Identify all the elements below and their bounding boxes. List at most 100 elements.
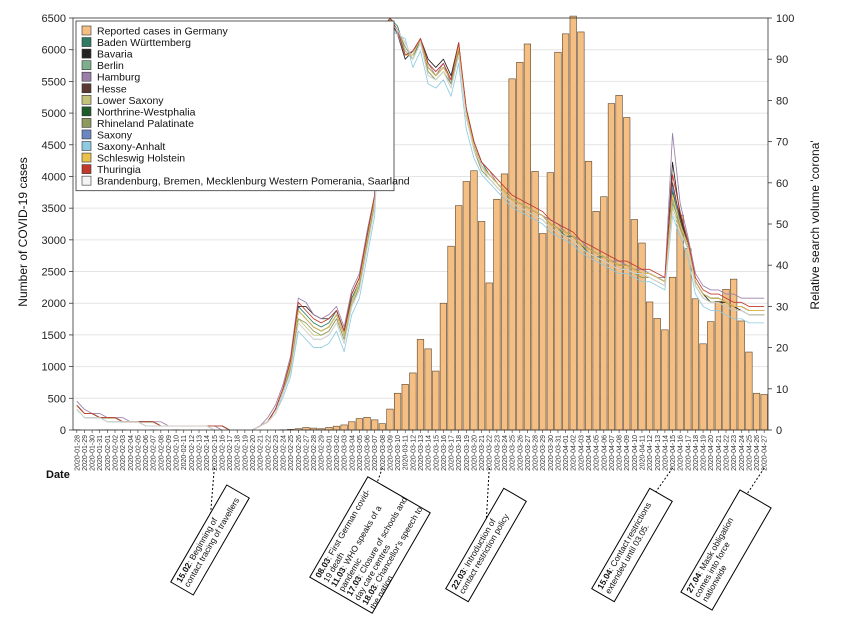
case-bar	[737, 320, 745, 431]
x-tick-label: 2020-04-17	[685, 435, 692, 471]
x-tick-label: 2020-01-29	[82, 435, 89, 471]
legend-swatch	[81, 95, 92, 105]
case-bar	[394, 392, 402, 431]
case-bar	[592, 211, 600, 431]
x-tick-label: 2020-04-24	[739, 435, 746, 471]
x-tick-label: 2020-02-14	[204, 435, 211, 471]
legend-entry: Bavaria	[97, 49, 133, 61]
x-tick-label: 2020-03-03	[342, 435, 349, 471]
case-bar	[745, 351, 753, 431]
x-tick-label: 2020-04-21	[716, 435, 723, 471]
x-tick-label: 2020-01-28	[74, 435, 81, 471]
x-tick-label: 2020-02-19	[242, 435, 249, 471]
x-tick-label: 2020-04-08	[617, 435, 624, 471]
case-bar	[508, 78, 516, 431]
x-tick-label: 2020-02-04	[128, 435, 135, 471]
x-tick-label: 2020-04-27	[762, 435, 769, 471]
legend-swatch	[81, 60, 92, 70]
y-tick-label: 0	[60, 425, 66, 437]
y2-tick-label: 50	[776, 219, 788, 231]
x-tick-label: 2020-04-11	[639, 435, 646, 470]
x-tick-label: 2020-02-25	[288, 435, 295, 471]
x-tick-label: 2020-03-31	[555, 435, 562, 471]
x-tick-label: 2020-04-26	[754, 435, 761, 471]
legend-entry: Northrine-Westphalia	[97, 106, 196, 118]
x-tick-label: 2020-03-24	[502, 435, 509, 471]
x-tick-label: 2020-03-10	[395, 435, 402, 471]
axes-layer: 0500100015002000250030003500400045005000…	[42, 13, 795, 471]
y2-tick-label: 90	[776, 54, 788, 66]
legend-swatch	[81, 83, 92, 94]
x-tick-label: 2020-02-29	[319, 435, 326, 471]
x-tick-label: 2020-03-04	[349, 435, 356, 471]
x-tick-label: 2020-04-03	[578, 435, 585, 471]
x-tick-label: 2020-02-18	[235, 435, 242, 471]
legend-entry: Saxony-Anhalt	[97, 141, 165, 153]
y2-axis-label: Relative search volume 'corona'	[808, 140, 822, 309]
case-bar	[684, 248, 692, 431]
annotation-box	[591, 487, 673, 603]
x-tick-label: 2020-03-22	[487, 435, 494, 471]
x-tick-label: 2020-02-06	[143, 435, 150, 471]
x-tick-label: 2020-03-29	[540, 435, 547, 471]
x-tick-label: 2020-03-12	[410, 435, 417, 471]
x-tick-label: 2020-04-14	[662, 435, 669, 471]
case-bar	[760, 394, 768, 431]
x-tick-label: 2020-02-28	[311, 435, 318, 471]
legend-entry: Reported cases in Germany	[97, 26, 228, 38]
case-bar	[539, 233, 547, 431]
case-bar	[401, 384, 409, 431]
legend-entry: Brandenburg, Bremen, Mecklenburg Western…	[97, 176, 410, 188]
case-bar	[569, 15, 577, 431]
case-bar	[577, 31, 585, 431]
x-tick-label: 2020-02-16	[219, 435, 226, 471]
case-bar	[676, 214, 684, 431]
x-tick-label: 2020-03-21	[479, 435, 486, 471]
x-tick-label: 2020-02-10	[174, 435, 181, 471]
annotation-box	[170, 484, 250, 596]
x-tick-label: 2020-02-21	[258, 435, 265, 471]
x-tick-label: 2020-04-06	[601, 435, 608, 471]
x-tick-label: 2020-03-30	[548, 435, 555, 471]
y2-tick-label: 20	[776, 343, 788, 355]
case-bar	[691, 298, 700, 431]
y-tick-label: 6500	[42, 13, 66, 25]
legend-entry: Hamburg	[97, 72, 140, 84]
case-bar	[371, 419, 379, 431]
case-bar	[355, 418, 363, 431]
x-tick-label: 2020-02-02	[113, 435, 120, 471]
x-tick-label: 2020-02-23	[273, 435, 280, 471]
x-tick-label: 2020-03-02	[334, 435, 341, 471]
case-bar	[455, 205, 463, 431]
case-bar	[470, 170, 478, 431]
y-tick-label: 5000	[42, 108, 66, 120]
legend-box	[75, 20, 395, 192]
case-bar	[638, 242, 646, 431]
legend-swatch	[81, 141, 92, 151]
x-tick-label: 2020-02-08	[158, 435, 165, 471]
x-tick-label: 2020-04-15	[670, 435, 677, 471]
case-bar	[439, 302, 447, 431]
case-bar	[447, 245, 455, 431]
case-bar	[661, 329, 669, 431]
x-tick-label: 2020-04-07	[609, 435, 616, 471]
case-bar	[668, 276, 677, 431]
x-tick-label: 2020-04-23	[731, 435, 738, 471]
case-bar	[584, 160, 593, 431]
y2-tick-label: 0	[776, 425, 782, 437]
y-tick-label: 4000	[42, 171, 66, 183]
x-axis-label: Date	[46, 469, 70, 481]
y-tick-label: 500	[48, 393, 66, 405]
case-bar	[424, 348, 432, 431]
case-bar	[493, 198, 501, 431]
y-tick-label: 5500	[42, 76, 66, 88]
x-tick-label: 2020-03-09	[387, 435, 394, 471]
case-bar	[378, 423, 386, 431]
state-series-line	[76, 21, 765, 431]
x-tick-label: 2020-03-07	[372, 435, 379, 471]
x-tick-label: 2020-04-12	[647, 435, 654, 471]
legend-swatch	[81, 164, 92, 174]
x-tick-label: 2020-02-26	[296, 435, 303, 471]
